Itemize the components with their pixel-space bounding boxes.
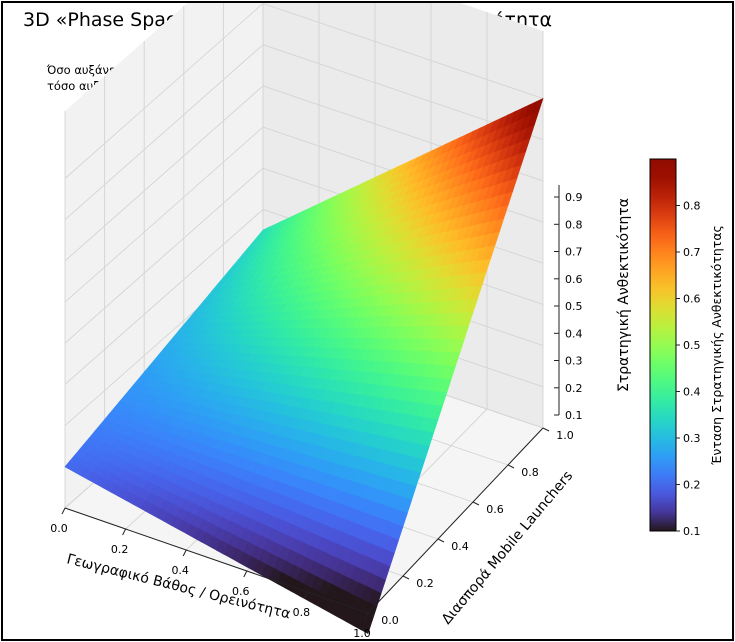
colorbar-tick-label-1: 0.2 <box>683 479 701 492</box>
y-axis-line <box>367 427 544 614</box>
x-tick-0 <box>61 507 66 515</box>
colorbar-label: Ένταση Στρατηγικής Ανθεκτικότητας <box>709 225 724 466</box>
x-tick-label-2: 0.4 <box>171 564 189 577</box>
colorbar-tick-label-6: 0.7 <box>683 246 701 259</box>
colorbar: 0.1 0.2 0.3 0.4 0.5 0.6 0.7 0.8 Ένταση Στρατηγι… <box>649 158 724 538</box>
x-tick-label-5: 1.0 <box>353 627 371 639</box>
colorbar-tick-label-2: 0.3 <box>683 432 701 445</box>
x-tick-5 <box>364 612 369 620</box>
z-tick-label-4: 0.5 <box>565 300 583 313</box>
x-tick-3 <box>243 570 248 578</box>
y-tick-label-1: 0.2 <box>416 577 434 590</box>
surface-mesh <box>64 97 544 635</box>
x-tick-1 <box>122 528 127 536</box>
grid-left-z-8 <box>64 3 264 179</box>
surface-cell-39-0 <box>360 615 373 635</box>
z-tick-label-3: 0.4 <box>565 327 583 340</box>
grid-left-z-4 <box>64 167 264 344</box>
y-tick-3 <box>472 501 480 506</box>
z-tick-label-8: 0.9 <box>565 191 583 204</box>
z-tick-label-6: 0.7 <box>565 246 583 259</box>
grid-back-z-8 <box>262 3 544 99</box>
axes: 0.0 0.2 0.4 0.6 0.8 1.0 0.0 0.2 0.4 0.6 0.8 1.0 0.1 0… <box>50 185 583 639</box>
y-tick-4 <box>507 464 515 469</box>
colorbar-tick-label-4: 0.5 <box>683 339 701 352</box>
colorbar-tick-label-7: 0.8 <box>683 200 701 213</box>
z-tick-label-5: 0.6 <box>565 273 583 286</box>
y-tick-label-3: 0.6 <box>486 503 504 516</box>
grid-left-z-7 <box>64 44 264 221</box>
y-tick-5 <box>542 427 550 432</box>
z-tick-label-1: 0.2 <box>565 382 583 395</box>
surface-plot: 0.00.20.40.60.81.00.00.20.40.60.81.00.10… <box>50 3 724 639</box>
z-tick-label-0: 0.1 <box>565 409 583 422</box>
y-tick-label-2: 0.4 <box>451 540 469 553</box>
y-tick-label-4: 0.8 <box>521 466 539 479</box>
x-tick-label-1: 0.2 <box>111 543 129 556</box>
colorbar-tick-label-3: 0.4 <box>683 386 701 399</box>
x-tick-label-0: 0.0 <box>50 522 68 535</box>
z-axis-label: Στρατηγική Ανθεκτικότητα <box>616 198 632 392</box>
z-tick-label-2: 0.3 <box>565 355 583 368</box>
y-tick-label-5: 1.0 <box>556 429 574 442</box>
y-tick-0 <box>367 612 375 617</box>
x-tick-label-4: 0.8 <box>293 606 311 619</box>
y-tick-1 <box>402 575 410 580</box>
x-tick-4 <box>303 591 308 599</box>
x-axis-line <box>64 507 369 614</box>
y-tick-label-0: 0.0 <box>381 614 399 627</box>
grid-left-z-6 <box>64 85 264 262</box>
grid-left-z-3 <box>64 209 264 385</box>
colorbar-tick-label-5: 0.6 <box>683 293 701 306</box>
y-tick-2 <box>437 538 445 543</box>
colorbar-gradient <box>649 158 677 532</box>
x-tick-label-3: 0.6 <box>232 585 250 598</box>
colorbar-tick-label-0: 0.1 <box>683 525 701 538</box>
z-tick-label-7: 0.8 <box>565 218 583 231</box>
x-tick-2 <box>182 549 187 557</box>
grid-left-z-5 <box>64 126 264 303</box>
